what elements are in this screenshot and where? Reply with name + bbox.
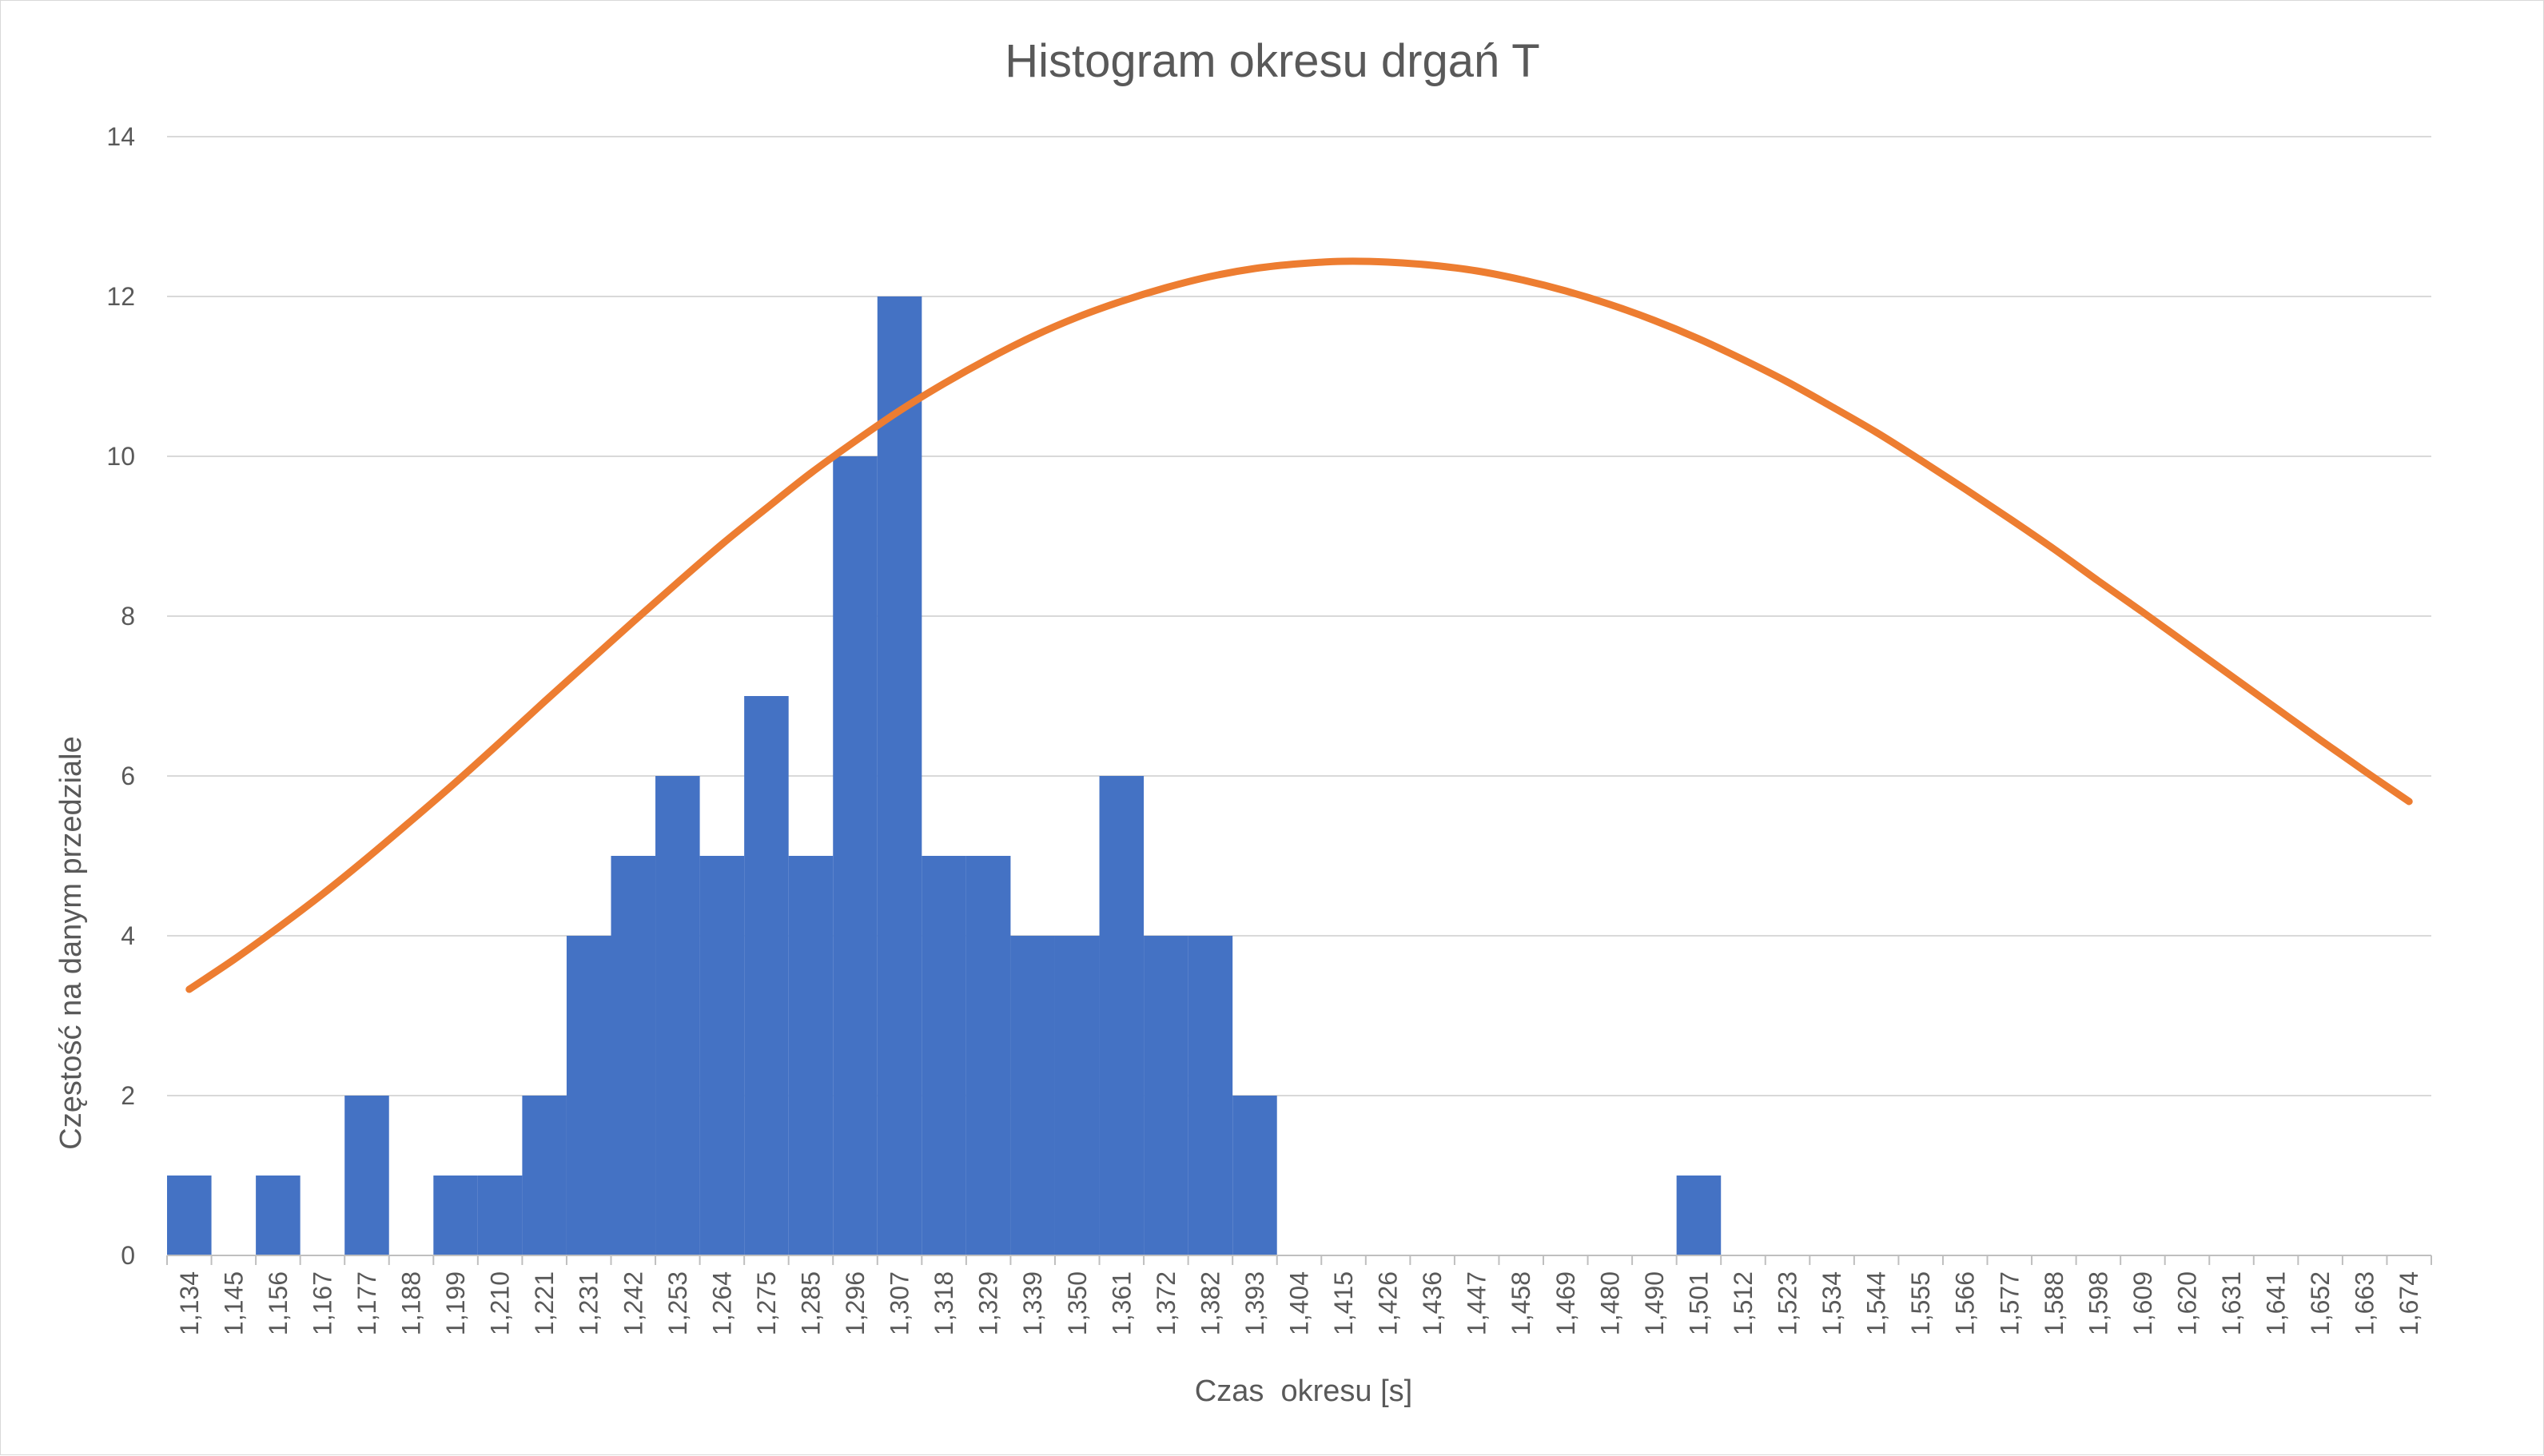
- x-tick-label: 1,652: [2306, 1271, 2335, 1335]
- x-tick-label: 1,382: [1196, 1271, 1224, 1335]
- x-tick-label: 1,361: [1107, 1271, 1136, 1335]
- x-tick-label: 1,210: [486, 1271, 515, 1335]
- x-tick-label: 1,318: [930, 1271, 958, 1335]
- histogram-bar: [344, 1096, 389, 1255]
- histogram-bar: [1188, 936, 1233, 1255]
- x-tick-label: 1,598: [2084, 1271, 2112, 1335]
- x-tick-label: 1,285: [796, 1271, 825, 1335]
- normal-curve: [185, 257, 2413, 993]
- x-tick-label: 1,134: [175, 1271, 204, 1335]
- x-tick-label: 1,490: [1640, 1271, 1669, 1335]
- y-tick-label: 12: [106, 282, 135, 311]
- histogram-bar: [922, 856, 966, 1255]
- histogram-bar: [655, 776, 700, 1255]
- x-tick-label: 1,221: [530, 1271, 559, 1335]
- normal-distribution-line: [185, 257, 2413, 993]
- x-tick-label: 1,253: [663, 1271, 692, 1335]
- y-tick-label: 8: [121, 602, 135, 631]
- x-tick-label: 1,296: [841, 1271, 870, 1335]
- axes: [166, 1255, 2432, 1265]
- x-tick-label: 1,609: [2128, 1271, 2157, 1335]
- y-tick-labels: 0 2 4 6 8 10 12 14: [106, 122, 135, 1270]
- histogram-bar: [1144, 936, 1188, 1255]
- x-tick-label: 1,350: [1063, 1271, 1092, 1335]
- gridlines: [167, 136, 2431, 1096]
- x-tick-label: 1,512: [1729, 1271, 1758, 1335]
- x-tick-label: 1,577: [1995, 1271, 2024, 1335]
- x-axis-title: Czas okresu [s]: [1195, 1374, 1412, 1408]
- histogram-bar: [1010, 936, 1055, 1255]
- histogram-bar: [566, 936, 611, 1255]
- x-tick-label: 1,188: [397, 1271, 426, 1335]
- x-tick-label: 1,534: [1817, 1271, 1846, 1335]
- histogram-bar: [477, 1176, 523, 1255]
- x-tick-label: 1,663: [2351, 1271, 2379, 1335]
- histogram-bar: [877, 296, 922, 1255]
- y-axis-title: Częstość na danym przedziale: [54, 736, 88, 1149]
- histogram-bar: [1232, 1096, 1277, 1255]
- x-tick-label: 1,436: [1418, 1271, 1447, 1335]
- x-tick-label: 1,264: [707, 1271, 736, 1335]
- chart-title: Histogram okresu drgań T: [1005, 35, 1539, 87]
- histogram-bar: [1676, 1176, 1722, 1255]
- x-tick-label: 1,199: [441, 1271, 470, 1335]
- x-tick-label: 1,501: [1684, 1271, 1713, 1335]
- x-tick-label: 1,458: [1507, 1271, 1535, 1335]
- x-tick-label: 1,339: [1018, 1271, 1047, 1335]
- histogram-bar: [965, 856, 1011, 1255]
- x-tick-label: 1,231: [575, 1271, 603, 1335]
- x-tick-label: 1,329: [974, 1271, 1003, 1335]
- x-tick-label: 1,145: [219, 1271, 248, 1335]
- x-tick-label: 1,674: [2395, 1271, 2423, 1335]
- histogram-bar: [522, 1096, 567, 1255]
- x-tick-label: 1,242: [619, 1271, 647, 1335]
- x-tick-label: 1,275: [752, 1271, 781, 1335]
- x-tick-label: 1,447: [1463, 1271, 1491, 1335]
- x-tick-label: 1,426: [1374, 1271, 1403, 1335]
- x-tick-label: 1,620: [2172, 1271, 2201, 1335]
- x-tick-label: 1,523: [1774, 1271, 1802, 1335]
- histogram-bar: [1054, 936, 1100, 1255]
- x-tick-label: 1,156: [264, 1271, 293, 1335]
- y-tick-label: 2: [121, 1081, 135, 1110]
- x-tick-label: 1,404: [1285, 1271, 1314, 1335]
- histogram-bar: [1099, 776, 1145, 1255]
- x-tick-label: 1,588: [2040, 1271, 2068, 1335]
- histogram-bar: [433, 1176, 478, 1255]
- x-tick-label: 1,566: [1951, 1271, 1980, 1335]
- x-tick-label: 1,307: [886, 1271, 914, 1335]
- histogram-bar: [167, 1176, 212, 1255]
- bars: [167, 296, 1722, 1255]
- x-tick-label: 1,372: [1152, 1271, 1180, 1335]
- x-tick-label: 1,544: [1862, 1271, 1891, 1335]
- histogram-bar: [611, 856, 656, 1255]
- y-tick-label: 10: [106, 442, 135, 471]
- histogram-bar: [699, 856, 745, 1255]
- x-tick-label: 1,177: [352, 1271, 381, 1335]
- histogram-bar: [833, 456, 878, 1255]
- x-tick-label: 1,415: [1329, 1271, 1358, 1335]
- x-tick-labels: 1,134 1,145 1,156 1,167 1,177 1,188 1,199 1,210…: [175, 1271, 2423, 1335]
- histogram-bar: [744, 696, 789, 1255]
- x-tick-label: 1,393: [1240, 1271, 1269, 1335]
- x-tick-label: 1,641: [2262, 1271, 2291, 1335]
- histogram-bar: [788, 856, 834, 1255]
- x-tick-label: 1,167: [308, 1271, 336, 1335]
- x-tick-label: 1,631: [2217, 1271, 2246, 1335]
- y-tick-label: 4: [121, 921, 135, 950]
- x-tick-label: 1,555: [1906, 1271, 1935, 1335]
- x-tick-label: 1,480: [1595, 1271, 1624, 1335]
- y-tick-label: 14: [106, 122, 135, 151]
- y-tick-label: 0: [121, 1241, 135, 1270]
- x-tick-label: 1,469: [1551, 1271, 1580, 1335]
- y-tick-label: 6: [121, 762, 135, 790]
- histogram-bar: [256, 1176, 301, 1255]
